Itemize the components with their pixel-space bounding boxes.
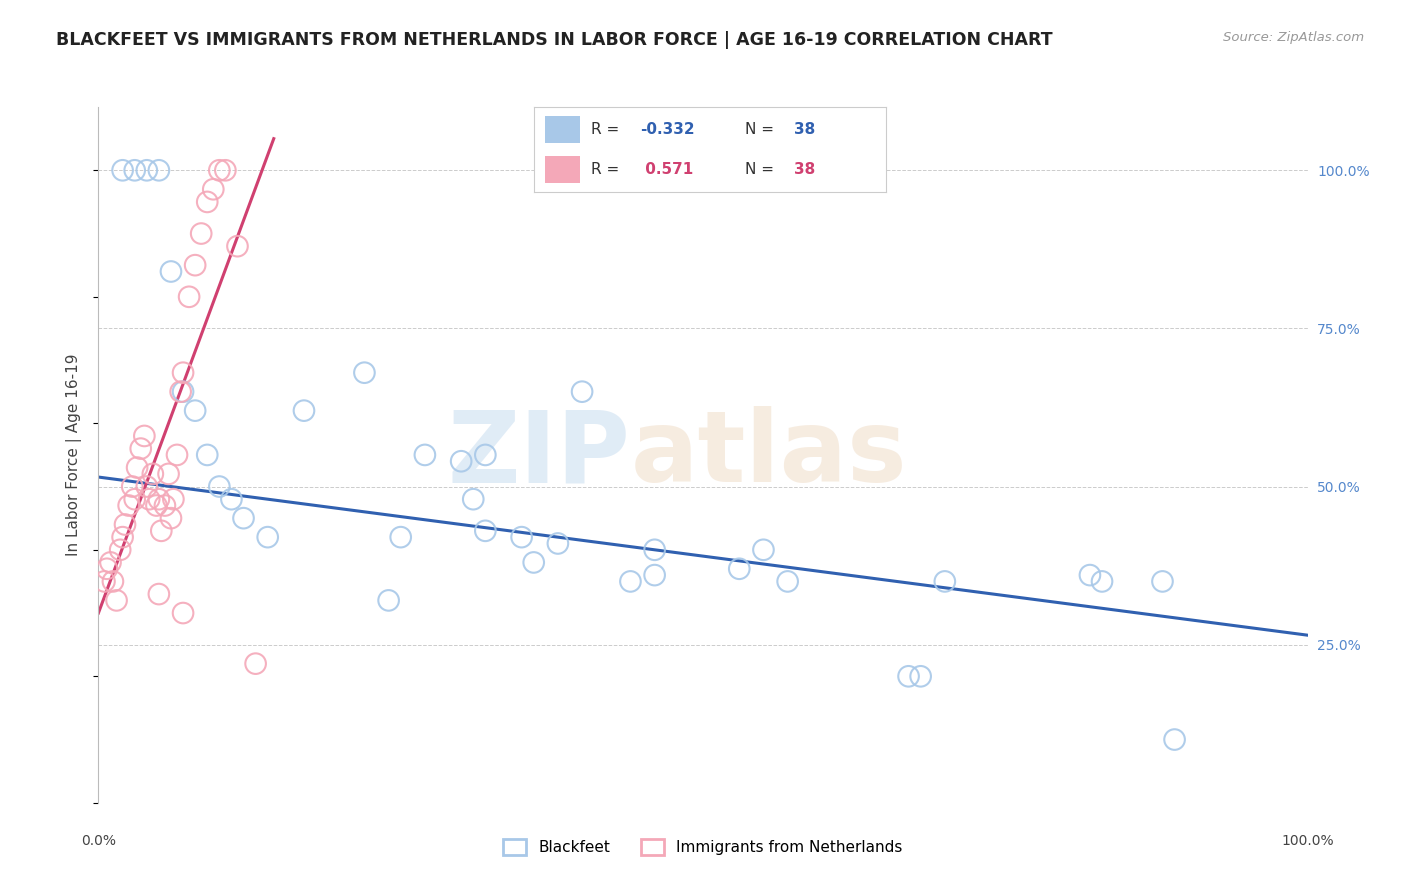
Text: R =: R =	[591, 121, 624, 136]
Y-axis label: In Labor Force | Age 16-19: In Labor Force | Age 16-19	[66, 353, 83, 557]
Point	[157, 467, 180, 481]
Point	[150, 524, 173, 538]
Point	[172, 606, 194, 620]
Point	[145, 499, 167, 513]
Text: atlas: atlas	[630, 407, 907, 503]
Point	[108, 542, 131, 557]
Point	[114, 517, 136, 532]
Point	[172, 384, 194, 399]
Point	[148, 163, 170, 178]
Point	[166, 448, 188, 462]
Point	[728, 562, 751, 576]
Point	[292, 403, 315, 417]
Point	[121, 479, 143, 493]
Point	[127, 460, 149, 475]
Point	[1163, 732, 1185, 747]
Text: 0.571: 0.571	[640, 162, 693, 178]
Point	[142, 467, 165, 481]
Point	[752, 542, 775, 557]
Point	[474, 448, 496, 462]
Point	[389, 530, 412, 544]
Point	[644, 542, 666, 557]
Point	[195, 194, 218, 209]
Text: BLACKFEET VS IMMIGRANTS FROM NETHERLANDS IN LABOR FORCE | AGE 16-19 CORRELATION : BLACKFEET VS IMMIGRANTS FROM NETHERLANDS…	[56, 31, 1053, 49]
Point	[1091, 574, 1114, 589]
Point	[214, 163, 236, 178]
Point	[413, 448, 436, 462]
Point	[111, 530, 134, 544]
Point	[256, 530, 278, 544]
Point	[162, 492, 184, 507]
Point	[160, 511, 183, 525]
Point	[644, 568, 666, 582]
Point	[118, 499, 141, 513]
Point	[153, 499, 176, 513]
Point	[101, 574, 124, 589]
FancyBboxPatch shape	[544, 116, 581, 143]
Point	[148, 492, 170, 507]
Point	[202, 182, 225, 196]
Point	[450, 454, 472, 468]
Point	[135, 163, 157, 178]
Point	[184, 258, 207, 272]
Point	[523, 556, 546, 570]
Text: ZIP: ZIP	[447, 407, 630, 503]
Point	[510, 530, 533, 544]
Point	[93, 574, 115, 589]
Point	[124, 492, 146, 507]
Point	[124, 163, 146, 178]
Point	[208, 479, 231, 493]
Point	[111, 163, 134, 178]
Point	[179, 290, 201, 304]
Point	[105, 593, 128, 607]
Point	[96, 562, 118, 576]
Legend: Blackfeet, Immigrants from Netherlands: Blackfeet, Immigrants from Netherlands	[498, 833, 908, 862]
Text: Source: ZipAtlas.com: Source: ZipAtlas.com	[1223, 31, 1364, 45]
Point	[129, 442, 152, 456]
Point	[226, 239, 249, 253]
Point	[208, 163, 231, 178]
Text: 100.0%: 100.0%	[1281, 834, 1334, 848]
Point	[138, 492, 160, 507]
Point	[1152, 574, 1174, 589]
Point	[897, 669, 920, 683]
Point	[463, 492, 485, 507]
Text: N =: N =	[745, 162, 779, 178]
Point	[571, 384, 593, 399]
Point	[135, 479, 157, 493]
Point	[134, 429, 156, 443]
Point	[934, 574, 956, 589]
Text: R =: R =	[591, 162, 628, 178]
Point	[619, 574, 641, 589]
Text: -0.332: -0.332	[640, 121, 695, 136]
Text: 38: 38	[794, 121, 815, 136]
Point	[232, 511, 254, 525]
Point	[148, 587, 170, 601]
Point	[377, 593, 399, 607]
Text: N =: N =	[745, 121, 779, 136]
Point	[221, 492, 243, 507]
Point	[169, 384, 191, 399]
Point	[474, 524, 496, 538]
Point	[776, 574, 799, 589]
Point	[172, 366, 194, 380]
Point	[184, 403, 207, 417]
FancyBboxPatch shape	[544, 156, 581, 183]
Point	[353, 366, 375, 380]
Point	[190, 227, 212, 241]
Text: 0.0%: 0.0%	[82, 834, 115, 848]
Point	[910, 669, 932, 683]
Point	[245, 657, 267, 671]
Point	[195, 448, 218, 462]
Point	[100, 556, 122, 570]
Point	[160, 264, 183, 278]
Point	[547, 536, 569, 550]
Point	[1078, 568, 1101, 582]
Text: 38: 38	[794, 162, 815, 178]
